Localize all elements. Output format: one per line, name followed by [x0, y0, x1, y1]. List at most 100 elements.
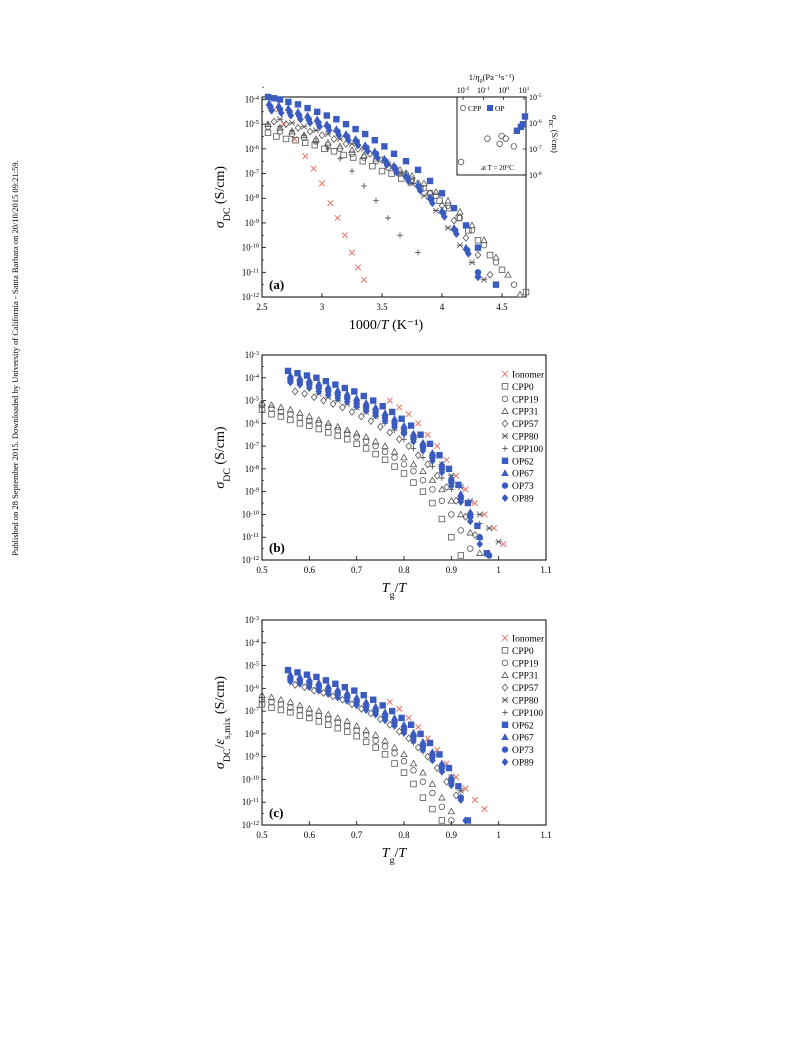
point-cpp80-a [432, 207, 440, 214]
point-cpp0-c [391, 760, 398, 767]
point-cpp0-c [372, 744, 379, 751]
x-tick-label-c-4: 0.9 [446, 830, 458, 840]
legend-label-op89-c: OP89 [512, 759, 534, 769]
point-ionomer-b [462, 486, 469, 493]
legend-c: Ionomer CPP0 CPP19 CPP31 CPP57 CPP80 CPP100 OP6… [501, 634, 545, 769]
point-cpp80-a [300, 123, 308, 130]
point-op62-c [417, 730, 424, 738]
point-cpp0-b [400, 470, 408, 477]
point-cpp57-a [486, 270, 494, 279]
legend-marker-cpp57-b [501, 419, 509, 428]
x-axis-label-b: Tg/T [382, 581, 408, 601]
legend-marker-ionomer-c [501, 634, 509, 642]
y-tick-label-a-3: 10-7 [245, 168, 259, 179]
point-cpp0-c [362, 738, 370, 746]
series-cpp100-b [382, 420, 483, 527]
point-cpp0-c [410, 780, 417, 788]
point-cpp31-c [296, 701, 304, 709]
point-cpp0-b [315, 425, 322, 433]
point-cpp57-b [395, 435, 403, 444]
point-cpp0-b [306, 422, 313, 429]
point-cpp31-c [305, 704, 314, 712]
inset-y-tick-label-0: 10-5 [529, 93, 542, 102]
point-op89-a [325, 126, 333, 135]
series-op62-b [284, 367, 491, 557]
series-op73-b [287, 376, 493, 559]
point-op62-c [303, 671, 311, 678]
point-cpp19-c [306, 710, 313, 717]
legend-label-op89-b: OP89 [512, 495, 534, 505]
legend-label-op67-b: OP67 [512, 470, 534, 480]
point-op89-c [419, 745, 427, 754]
point-cpp19-a [480, 241, 488, 249]
point-cpp0-b [419, 488, 427, 495]
point-op89-b [438, 468, 446, 477]
point-op89-a [474, 273, 482, 282]
point-cpp19-b [362, 438, 370, 445]
point-cpp31-a [396, 165, 404, 173]
point-cpp31-b [466, 528, 475, 536]
y-tick-label-c-4: 10-7 [245, 706, 259, 717]
point-cpp0-b [457, 552, 464, 559]
point-cpp19-b [287, 411, 294, 418]
point-op62-c [360, 691, 367, 699]
point-cpp31-b [447, 496, 456, 504]
point-cpp57-a [282, 120, 290, 129]
point-cpp0-a [282, 135, 290, 143]
point-cpp31-a [504, 270, 512, 278]
point-op89-b [476, 540, 484, 549]
point-op89-a [277, 109, 285, 118]
point-cpp0-a [340, 151, 347, 159]
point-cpp31-b [457, 510, 465, 518]
point-op62-a [462, 222, 470, 229]
point-op89-b [362, 406, 370, 415]
inset-y-tick-label-1: 10-6 [529, 119, 542, 128]
point-cpp31-b [400, 453, 408, 461]
legend-label-cpp80-c: CPP80 [512, 697, 539, 707]
point-op62-b [341, 384, 349, 392]
x-tick-label-b-2: 0.7 [351, 565, 363, 575]
point-cpp31-c [419, 768, 427, 776]
inset-legend-marker-cpp [459, 105, 466, 112]
legend-marker-op89-c [501, 758, 509, 766]
point-cpp0-a [311, 141, 318, 149]
point-cpp57-b [339, 403, 346, 412]
point-cpp19-c [429, 789, 436, 797]
point-cpp0-a [330, 148, 338, 155]
point-cpp57-b [414, 451, 422, 460]
point-op73-b [486, 552, 493, 559]
series-op89-c [287, 677, 469, 825]
point-cpp57-b [405, 442, 413, 451]
y-tick-label-b-5: 10-8 [245, 463, 259, 474]
point-cpp19-b [344, 430, 351, 437]
point-cpp19-c [410, 767, 417, 774]
point-cpp31-b [438, 485, 446, 493]
point-op62-b [284, 367, 292, 375]
y-tick-label-a-0: 10-4 [245, 94, 260, 105]
series-op89-a [268, 106, 482, 282]
legend-marker-op73-b [501, 482, 509, 489]
point-op89-a [287, 111, 295, 120]
x-tick-label-a-1: 3 [320, 302, 325, 312]
inset-series-cpp [457, 132, 518, 166]
inset-y-tick-label-2: 10-7 [529, 145, 542, 154]
point-cpp19-a [348, 150, 356, 157]
point-cpp19-a [456, 214, 464, 222]
point-cpp31-b [390, 447, 399, 455]
series-op62-c [284, 666, 472, 824]
panel-a: 2.5 3 3.5 4 4.5 10-4 10-5 10-6 10-7 10-8 10-9 10-10… [213, 72, 560, 333]
point-op89-b [419, 446, 427, 455]
inset-x-tick-label-1: 10-1 [477, 86, 490, 95]
point-op89-a [465, 249, 472, 258]
y-tick-label-c-7: 10-10 [242, 774, 259, 785]
point-op62-c [388, 707, 396, 715]
point-cpp31-c [390, 743, 399, 751]
point-cpp57-a [354, 144, 362, 153]
point-cpp57-a [318, 131, 326, 140]
inset-legend-label-op: OP [495, 104, 505, 113]
point-op62-c [436, 751, 443, 758]
point-op89-c [362, 705, 370, 714]
legend-marker-op62-b [501, 457, 509, 464]
y-tick-label-b-7: 10-10 [242, 509, 259, 520]
